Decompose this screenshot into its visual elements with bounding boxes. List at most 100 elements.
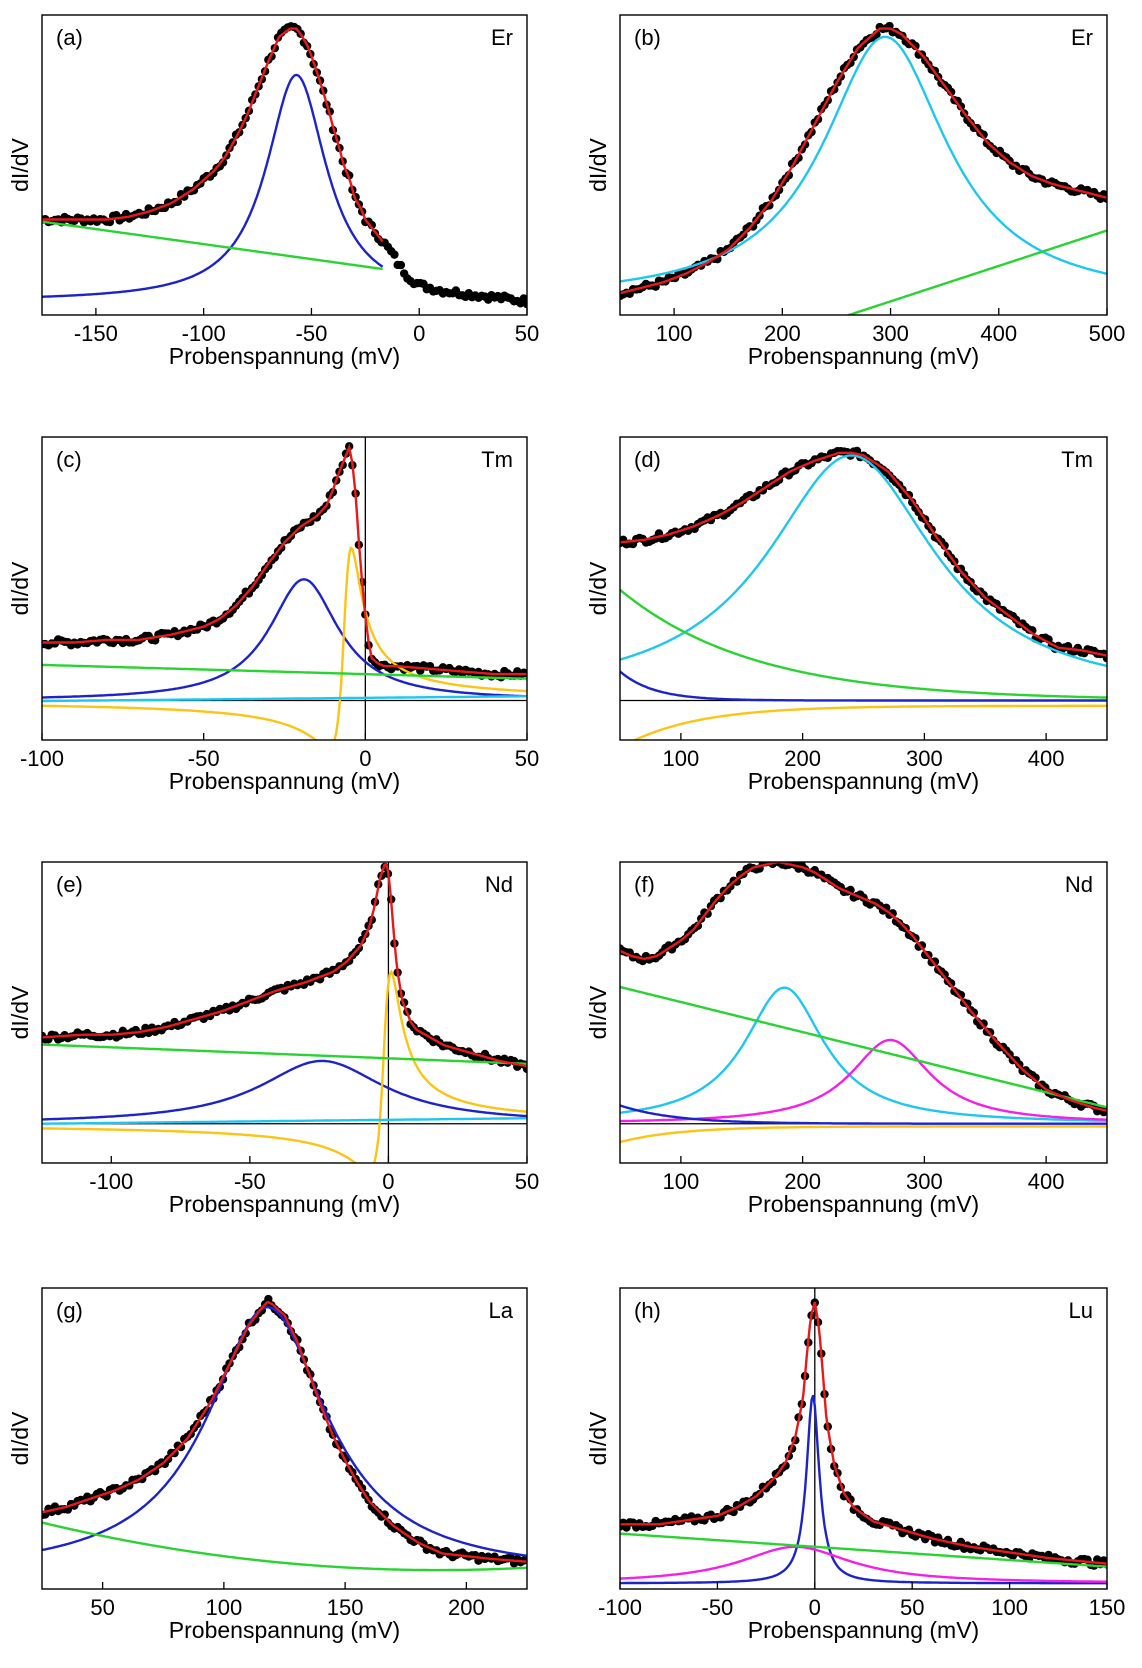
x-tick-label: 0 bbox=[809, 1595, 821, 1620]
fit-component-line bbox=[632, 704, 1107, 740]
x-tick-label: -100 bbox=[89, 1169, 133, 1194]
plot-area bbox=[620, 21, 1107, 315]
data-point bbox=[390, 250, 399, 259]
x-tick-label: 200 bbox=[784, 1169, 821, 1194]
x-axis-title: Probenspannung (mV) bbox=[748, 1617, 979, 1643]
panel-label: (f) bbox=[634, 872, 655, 897]
plot-area bbox=[42, 1294, 527, 1572]
plot-frame bbox=[41, 1287, 528, 1590]
element-label: La bbox=[489, 1298, 514, 1323]
fit-component-line bbox=[42, 1043, 527, 1065]
x-tick-label: 150 bbox=[327, 1595, 364, 1620]
fit-component-line bbox=[620, 35, 1107, 283]
fit-component-line bbox=[620, 986, 1107, 1122]
x-tick-label: 300 bbox=[906, 1169, 943, 1194]
plot-frame bbox=[619, 1287, 1108, 1590]
plot-area bbox=[42, 437, 527, 740]
data-point bbox=[264, 1294, 273, 1304]
fit-component-line bbox=[42, 220, 383, 271]
data-point bbox=[522, 299, 527, 309]
x-axis-title: Probenspannung (mV) bbox=[169, 1617, 400, 1643]
chart-panel: 100 200 300 400 Probenspannung (mV) dI/dV (f) N… bbox=[585, 861, 1108, 1217]
fit-sum-line bbox=[42, 443, 527, 676]
x-tick-label: -150 bbox=[74, 321, 118, 346]
x-tick-label: 200 bbox=[764, 321, 801, 346]
x-axis-title: Probenspannung (mV) bbox=[169, 768, 400, 794]
plot-area bbox=[620, 1288, 1107, 1589]
x-tick-label: 150 bbox=[1089, 1595, 1126, 1620]
x-axis-title: Probenspannung (mV) bbox=[169, 343, 400, 369]
y-axis-title: dI/dV bbox=[585, 561, 611, 615]
x-axis-title: Probenspannung (mV) bbox=[748, 343, 979, 369]
y-axis-title: dI/dV bbox=[7, 137, 33, 191]
fit-component-line bbox=[42, 578, 527, 699]
data-point bbox=[963, 999, 972, 1008]
element-label: Er bbox=[491, 25, 513, 50]
fit-component-line bbox=[42, 1521, 527, 1572]
fit-component-line bbox=[42, 663, 527, 680]
element-label: Tm bbox=[1061, 447, 1093, 472]
chart-panel: 50 100 150 200 Probenspannung (mV) dI/dV (g) La bbox=[7, 1287, 528, 1643]
fit-sum-line bbox=[620, 27, 1107, 295]
chart-panel: -100 -50 0 50 Probenspannung (mV) dI/dV (c) Tm bbox=[7, 436, 539, 794]
panel-label: (b) bbox=[634, 25, 661, 50]
fit-component-line bbox=[42, 695, 527, 703]
fit-sum-line bbox=[620, 862, 1107, 1112]
x-tick-label: -50 bbox=[702, 1595, 734, 1620]
data-point bbox=[940, 541, 949, 550]
x-tick-label: 50 bbox=[515, 1169, 539, 1194]
y-axis-title: dI/dV bbox=[585, 137, 611, 191]
plot-frame bbox=[619, 436, 1108, 741]
x-axis-title: Probenspannung (mV) bbox=[169, 1191, 400, 1217]
x-tick-label: 0 bbox=[413, 321, 425, 346]
x-axis-title: Probenspannung (mV) bbox=[748, 1191, 979, 1217]
data-point bbox=[911, 41, 920, 51]
x-tick-label: -100 bbox=[20, 746, 64, 771]
fit-component-line bbox=[620, 1532, 1107, 1568]
data-point bbox=[703, 909, 712, 918]
chart-panel: -100 -50 0 50 100 150 Probenspannung (mV) dI/dV… bbox=[585, 1287, 1126, 1643]
fit-component-line bbox=[845, 229, 1107, 315]
element-label: Tm bbox=[481, 447, 513, 472]
data-point bbox=[768, 1477, 777, 1487]
x-tick-label: 100 bbox=[206, 1595, 243, 1620]
x-tick-label: -100 bbox=[598, 1595, 642, 1620]
y-axis-title: dI/dV bbox=[585, 1411, 611, 1465]
plot-frame bbox=[41, 436, 528, 741]
x-tick-label: -50 bbox=[234, 1169, 266, 1194]
fit-sum-line bbox=[42, 863, 527, 1068]
x-tick-label: 500 bbox=[1089, 321, 1126, 346]
fit-component-line bbox=[620, 985, 1107, 1109]
fit-component-line bbox=[620, 1104, 1107, 1125]
x-tick-label: -50 bbox=[296, 321, 328, 346]
plot-area bbox=[620, 862, 1107, 1144]
x-tick-label: -50 bbox=[188, 746, 220, 771]
fit-component-line bbox=[620, 588, 1107, 699]
x-axis-title: Probenspannung (mV) bbox=[748, 768, 979, 794]
panel-label: (c) bbox=[56, 447, 82, 472]
y-axis-title: dI/dV bbox=[585, 985, 611, 1039]
fit-component-line bbox=[42, 969, 527, 1163]
x-tick-label: 50 bbox=[900, 1595, 924, 1620]
element-label: Er bbox=[1071, 25, 1093, 50]
x-tick-label: 50 bbox=[90, 1595, 114, 1620]
x-tick-label: 400 bbox=[1028, 746, 1065, 771]
x-tick-label: -100 bbox=[182, 321, 226, 346]
x-tick-label: 0 bbox=[382, 1169, 394, 1194]
y-axis-title: dI/dV bbox=[7, 561, 33, 615]
panel-label: (d) bbox=[634, 447, 661, 472]
data-point bbox=[367, 220, 376, 230]
fit-sum-line bbox=[620, 1301, 1107, 1565]
data-point bbox=[940, 970, 949, 979]
panel-label: (e) bbox=[56, 872, 83, 897]
fit-component-line bbox=[42, 546, 527, 740]
x-tick-label: 100 bbox=[656, 321, 693, 346]
data-point bbox=[396, 260, 406, 270]
fit-component-line bbox=[42, 73, 384, 298]
fit-component-line bbox=[620, 1545, 1107, 1583]
x-tick-label: 200 bbox=[784, 746, 821, 771]
fit-component-line bbox=[42, 1117, 527, 1125]
panel-label: (a) bbox=[56, 25, 83, 50]
x-tick-label: 300 bbox=[872, 321, 909, 346]
